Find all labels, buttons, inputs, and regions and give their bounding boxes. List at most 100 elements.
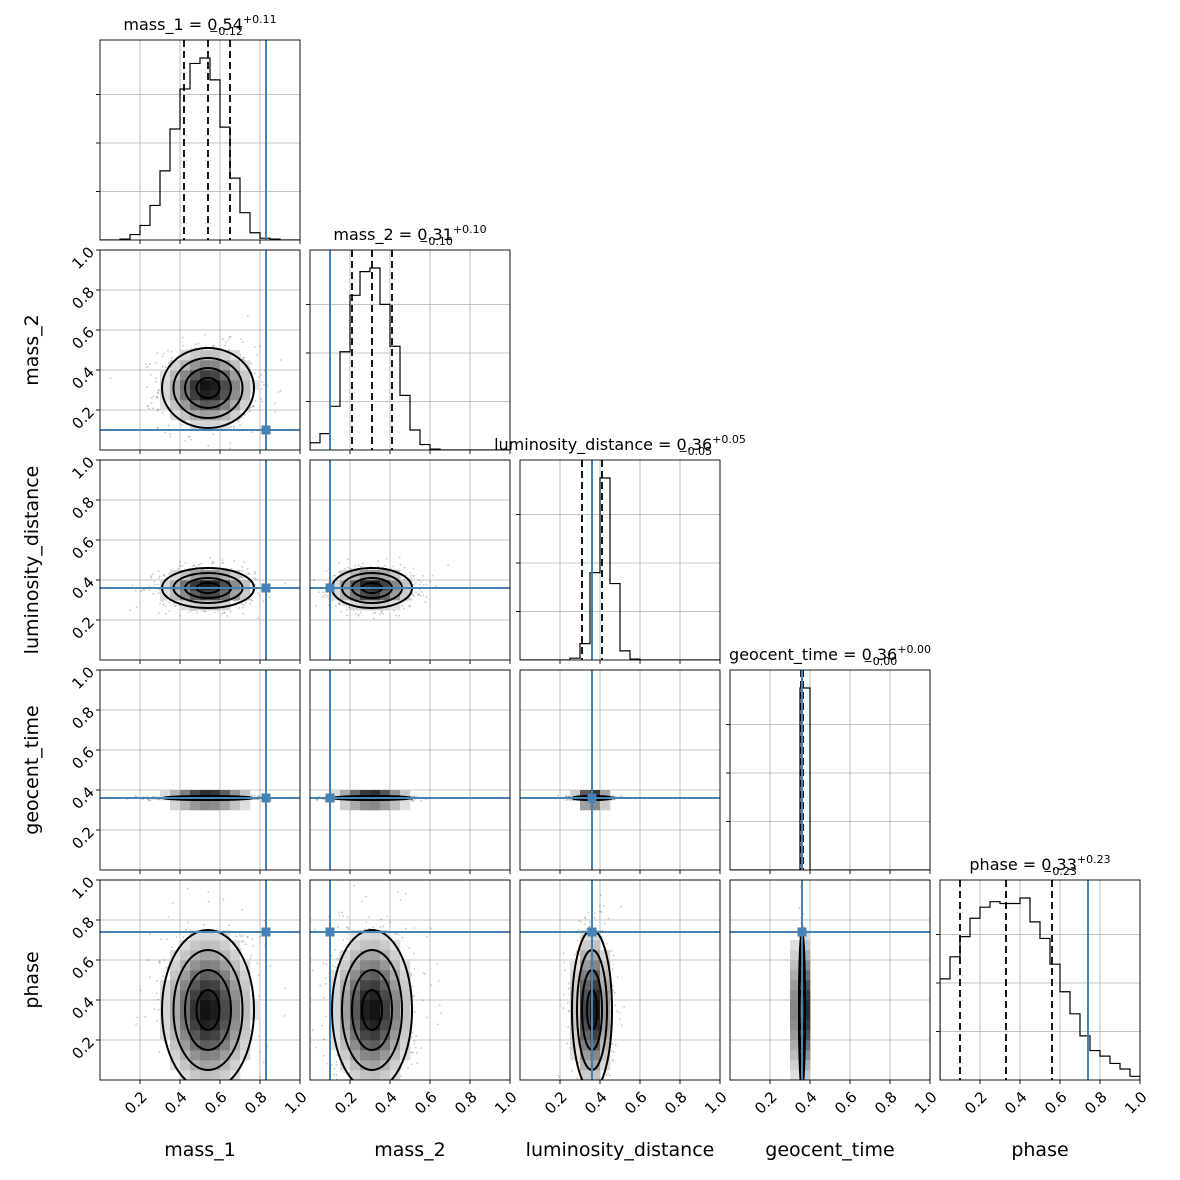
- density-cell: [240, 400, 251, 411]
- sample-point: [155, 396, 158, 399]
- sample-point: [241, 570, 244, 572]
- sample-point: [192, 565, 195, 568]
- sample-point: [221, 612, 224, 615]
- sample-point: [338, 571, 341, 574]
- sample-point: [158, 588, 161, 591]
- sample-point: [401, 604, 403, 607]
- density-cell: [220, 380, 231, 391]
- sample-point: [317, 795, 320, 798]
- sample-point: [243, 356, 246, 359]
- sample-point: [240, 575, 243, 578]
- density-cell: [330, 790, 341, 801]
- sample-point: [325, 570, 328, 573]
- density-cell: [230, 380, 241, 391]
- sample-point: [167, 572, 170, 575]
- sample-point: [229, 447, 232, 450]
- density-cell: [210, 580, 221, 591]
- sample-point: [277, 391, 280, 393]
- sample-point: [411, 593, 414, 595]
- density-cell: [240, 800, 251, 811]
- sample-point: [161, 411, 164, 414]
- sample-point: [380, 611, 383, 614]
- sample-point: [229, 610, 232, 613]
- panel-content: [310, 670, 510, 870]
- density-cell: [220, 350, 231, 361]
- density-cell: [190, 800, 201, 811]
- sample-point: [211, 560, 214, 563]
- sample-point: [157, 391, 159, 394]
- density-cell: [180, 800, 191, 811]
- sample-point: [226, 615, 228, 617]
- density-cell: [350, 580, 361, 591]
- sample-point: [181, 423, 184, 426]
- sample-point: [149, 363, 151, 366]
- sample-point: [163, 352, 165, 355]
- density-cell: [200, 590, 211, 601]
- density-cell: [340, 570, 351, 581]
- sample-point: [230, 568, 232, 570]
- sample-point: [339, 610, 342, 613]
- sample-point: [213, 344, 215, 347]
- density-cell: [190, 370, 201, 381]
- sample-point: [284, 582, 287, 585]
- truth-marker: [325, 793, 335, 803]
- sample-point: [260, 398, 263, 400]
- density-cell: [160, 790, 171, 801]
- y-tick-label: 0.4: [68, 573, 98, 603]
- sample-point: [198, 563, 200, 566]
- density-cell: [200, 580, 211, 591]
- sample-point: [350, 568, 352, 570]
- sample-point: [211, 562, 213, 565]
- density-cell: [240, 370, 251, 381]
- sample-point: [417, 594, 419, 597]
- contour-level: [172, 357, 244, 419]
- density-cell: [380, 600, 391, 611]
- density-cell: [390, 790, 401, 801]
- sample-point: [253, 346, 256, 349]
- sample-point: [192, 564, 195, 567]
- density-cell: [240, 380, 251, 391]
- truth-marker: [325, 583, 335, 593]
- sample-point: [398, 614, 401, 617]
- sample-point: [242, 341, 245, 344]
- sample-point: [150, 576, 153, 579]
- sample-point: [167, 424, 170, 427]
- sample-point: [143, 589, 146, 592]
- density-cell: [170, 570, 181, 581]
- sample-point: [327, 597, 330, 600]
- sample-point: [268, 596, 271, 599]
- sample-point: [413, 595, 416, 598]
- sample-point: [322, 595, 325, 598]
- density-cell: [370, 590, 381, 601]
- sample-point: [227, 339, 230, 342]
- y-tick-label: 0.2: [68, 613, 98, 643]
- truth-marker: [261, 425, 271, 435]
- y-tick-label: 0.6: [68, 743, 98, 773]
- sample-point: [253, 576, 256, 579]
- sample-point: [221, 338, 224, 341]
- density-cell: [220, 600, 231, 611]
- panel-frame: [309, 669, 511, 871]
- sample-point: [253, 405, 255, 408]
- sample-point: [200, 562, 203, 565]
- sample-point: [134, 589, 137, 592]
- sample-point: [274, 410, 277, 413]
- panel-content: [310, 460, 510, 660]
- sample-point: [162, 573, 165, 576]
- density-cell: [390, 580, 401, 591]
- density-cell: [240, 390, 251, 401]
- density-cell: [170, 400, 181, 411]
- sample-point: [151, 573, 154, 576]
- sample-point: [243, 413, 246, 416]
- density-cell: [180, 410, 191, 421]
- sample-point: [425, 583, 428, 586]
- sample-point: [222, 561, 225, 564]
- y-axis-label-luminosity_distance: luminosity_distance: [21, 466, 43, 655]
- histogram-panel-mass_1: mass_1 = 0.54+0.11 −0.12: [96, 13, 301, 244]
- density-cell: [210, 420, 221, 431]
- sample-point: [313, 578, 315, 581]
- sample-point: [411, 795, 413, 798]
- density-cell: [390, 800, 401, 811]
- panel-frame: [309, 459, 511, 661]
